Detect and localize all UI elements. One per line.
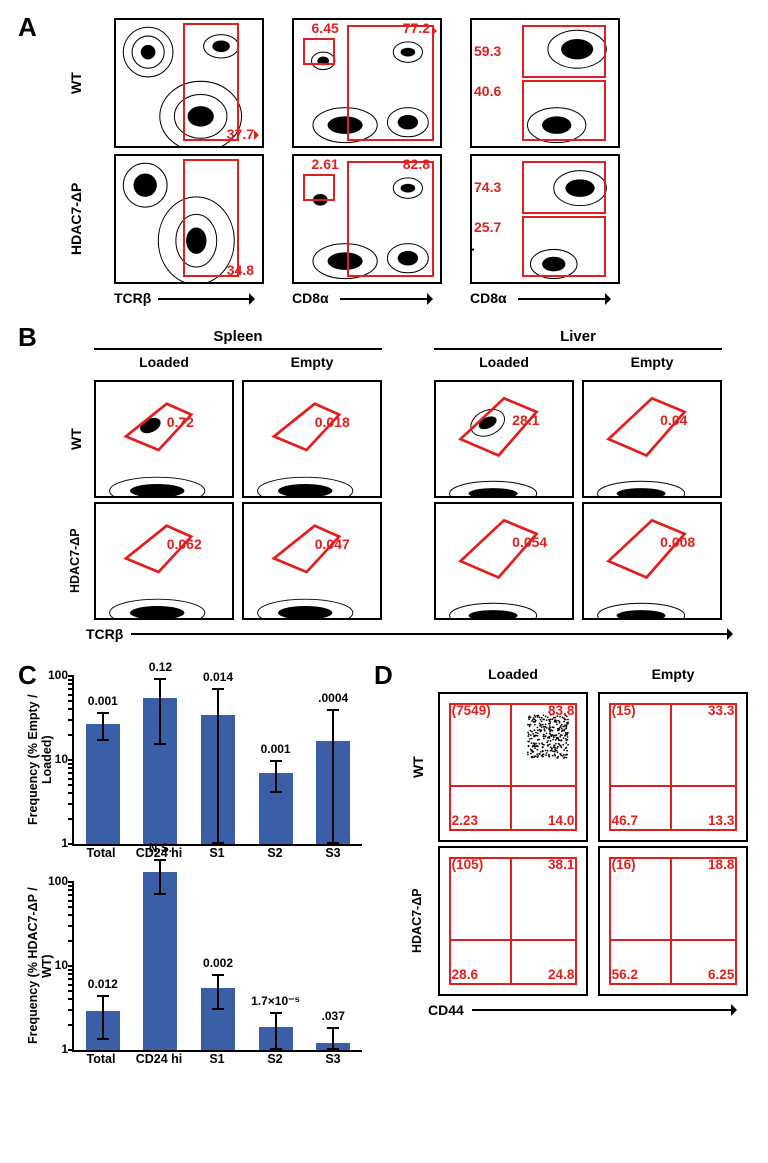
panel-a-plot-wt-col2: 6.45 77.2 <box>292 18 442 148</box>
panel-a-plot-mut-col1: CD44 34.8 <box>114 154 264 284</box>
gate-label: 0.047 <box>315 536 350 552</box>
gate-label: 0.062 <box>167 536 202 552</box>
gate-label: 37.7 <box>227 126 254 142</box>
panel-a: A WT 37.7 <box>24 18 744 312</box>
x-axis-label: CD8α <box>470 290 507 306</box>
gate-label: 2.61 <box>312 156 339 172</box>
panel-b-plot: 28.1 <box>434 380 574 498</box>
tissue-label: Liver <box>434 328 722 350</box>
col-header: Loaded <box>434 354 574 376</box>
gate-label: 0.04 <box>660 412 687 428</box>
panel-b-plot: 0.054 <box>434 502 574 620</box>
panel-b-grid: Spleen Liver Loaded Empty Loaded Empty W… <box>68 328 744 620</box>
gate-label: 40.6 <box>474 83 501 99</box>
panel-d-plot: (16)18.856.26.25 <box>598 846 748 996</box>
panel-c-chart-bot: Frequency (% HDAC7-ΔP / WT) 1101000.012N… <box>72 882 362 1052</box>
panel-b-letter: B <box>18 322 37 353</box>
x-axis-label: CD44 <box>428 1002 464 1018</box>
gate-label: 6.45 <box>312 20 339 36</box>
gate-label: 34.8 <box>227 262 254 278</box>
col-header: Loaded <box>438 666 588 688</box>
gate-label: 82.8 <box>403 156 430 172</box>
col-header: Loaded <box>94 354 234 376</box>
col-header: Empty <box>598 666 748 688</box>
panel-c-chart-top: Frequency (% Empty / Loaded) 1101000.001… <box>72 676 362 846</box>
panel-a-row1-label: WT <box>68 18 86 148</box>
panel-b-plot: 0.018 <box>242 380 382 498</box>
panel-a-plot-mut-col2: CD4 2.61 82.8 <box>292 154 442 284</box>
panel-a-row2-label: HDAC7-ΔP <box>68 154 86 284</box>
panel-b-plot: CD1D Tetramer 0.062 <box>94 502 234 620</box>
panel-c-chart-bot-xlabels: TotalCD24 hiS1S2S3 <box>72 1052 362 1066</box>
panel-b: B Spleen Liver Loaded Empty Loaded Empty… <box>24 328 744 642</box>
panel-b-plot: 0.047 <box>242 502 382 620</box>
panel-d-plot: (7549)83.82.2314.0 <box>438 692 588 842</box>
x-axis-label: CD8α <box>292 290 329 306</box>
row-label: WT <box>68 380 86 498</box>
x-axis-label: TCRβ <box>86 626 123 642</box>
row-label: HDAC7-ΔP <box>68 502 86 620</box>
gate-label: 0.008 <box>660 534 695 550</box>
panel-a-grid: WT 37.7 <box>68 18 744 312</box>
col-header: Empty <box>242 354 382 376</box>
row-label: HDAC7-ΔP <box>410 846 428 996</box>
gate-label: 0.72 <box>167 414 194 430</box>
panel-a-plot-wt-col3: 59.3 40.6 <box>470 18 620 148</box>
panel-a-letter: A <box>18 12 37 43</box>
x-axis-label: TCRβ <box>114 290 151 306</box>
tissue-label: Spleen <box>94 328 382 350</box>
gate-label: 74.3 <box>474 179 501 195</box>
panel-a-plot-mut-col3: CD8β 74.3 25.7 <box>470 154 620 284</box>
col-header: Empty <box>582 354 722 376</box>
panel-d-grid: Loaded Empty WT (7549)83.82.2314.0 (15)3… <box>410 666 748 996</box>
panel-d: D Loaded Empty WT (7549)83.82.2314.0 (15… <box>378 666 748 1066</box>
gate-label: 25.7 <box>474 219 501 235</box>
panel-d-letter: D <box>374 660 393 691</box>
panel-b-plot: 0.72 <box>94 380 234 498</box>
gate-label: 77.2 <box>403 20 430 36</box>
row-label: WT <box>410 692 428 842</box>
panel-b-plot: 0.008 <box>582 502 722 620</box>
y-axis-label: NK1.1 <box>438 955 439 992</box>
panel-b-plot: 0.04 <box>582 380 722 498</box>
gate-label: 0.054 <box>512 534 547 550</box>
gate-label: 0.018 <box>315 414 350 430</box>
gate-label: 28.1 <box>512 412 539 428</box>
panel-c-chart-top-xlabels: TotalCD24 hiS1S2S3 <box>72 846 362 860</box>
panel-a-plot-wt-col1: 37.7 <box>114 18 264 148</box>
panel-c: C Frequency (% Empty / Loaded) 1101000.0… <box>24 666 354 1066</box>
panel-d-plot: (15)33.346.713.3 <box>598 692 748 842</box>
gate-label: 59.3 <box>474 43 501 59</box>
panel-d-plot: NK1.1 (105)38.128.624.8 <box>438 846 588 996</box>
